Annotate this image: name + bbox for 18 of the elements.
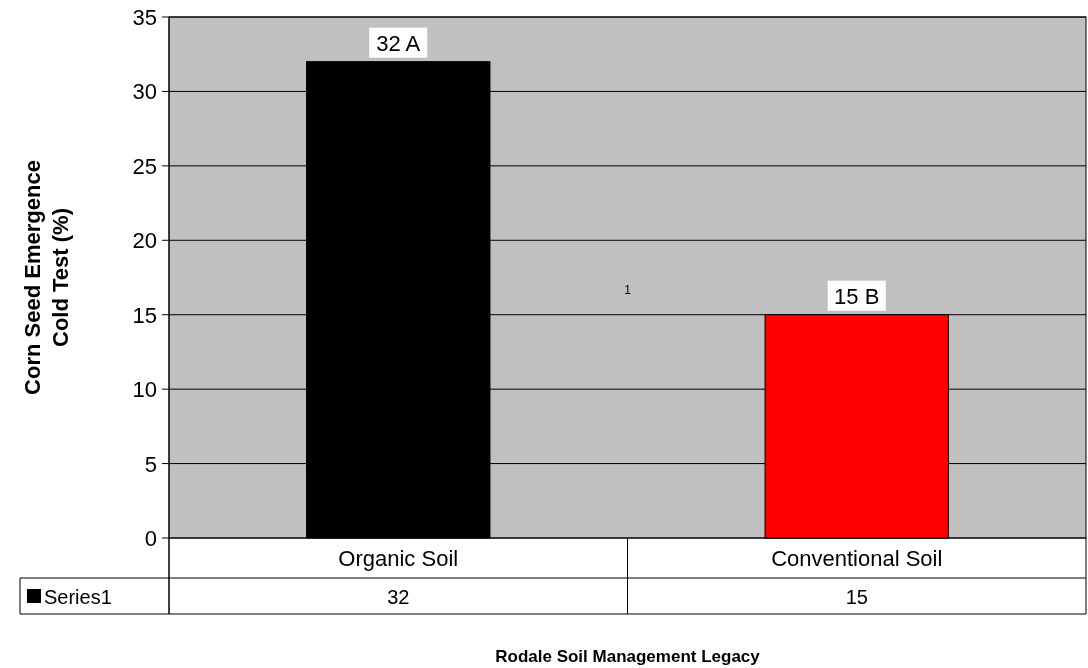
y-tick-label: 20 — [132, 228, 157, 254]
annotation: 32 A — [376, 30, 421, 56]
annotation: 1 — [624, 283, 632, 297]
annotation: 15 B — [834, 283, 880, 309]
y-axis-title: Corn Seed Emergence Cold Test (%) — [20, 160, 73, 395]
x-axis-title: Rodale Soil Management Legacy — [495, 647, 761, 666]
legend-label: Series1 — [44, 586, 112, 608]
y-tick-label: 10 — [132, 377, 157, 403]
y-tick-label: 35 — [132, 5, 157, 30]
data-label: 32 — [387, 586, 410, 608]
y-tick-label: 5 — [144, 451, 157, 477]
y-tick-label: 30 — [132, 79, 157, 105]
x-tick-label: Conventional Soil — [771, 546, 943, 571]
x-tick-label: Organic Soil — [338, 546, 459, 571]
data-label: 15 — [845, 586, 868, 608]
y-tick-label: 0 — [144, 526, 157, 551]
y-tick-label: 25 — [132, 153, 157, 179]
y-tick-label: 15 — [132, 302, 157, 328]
